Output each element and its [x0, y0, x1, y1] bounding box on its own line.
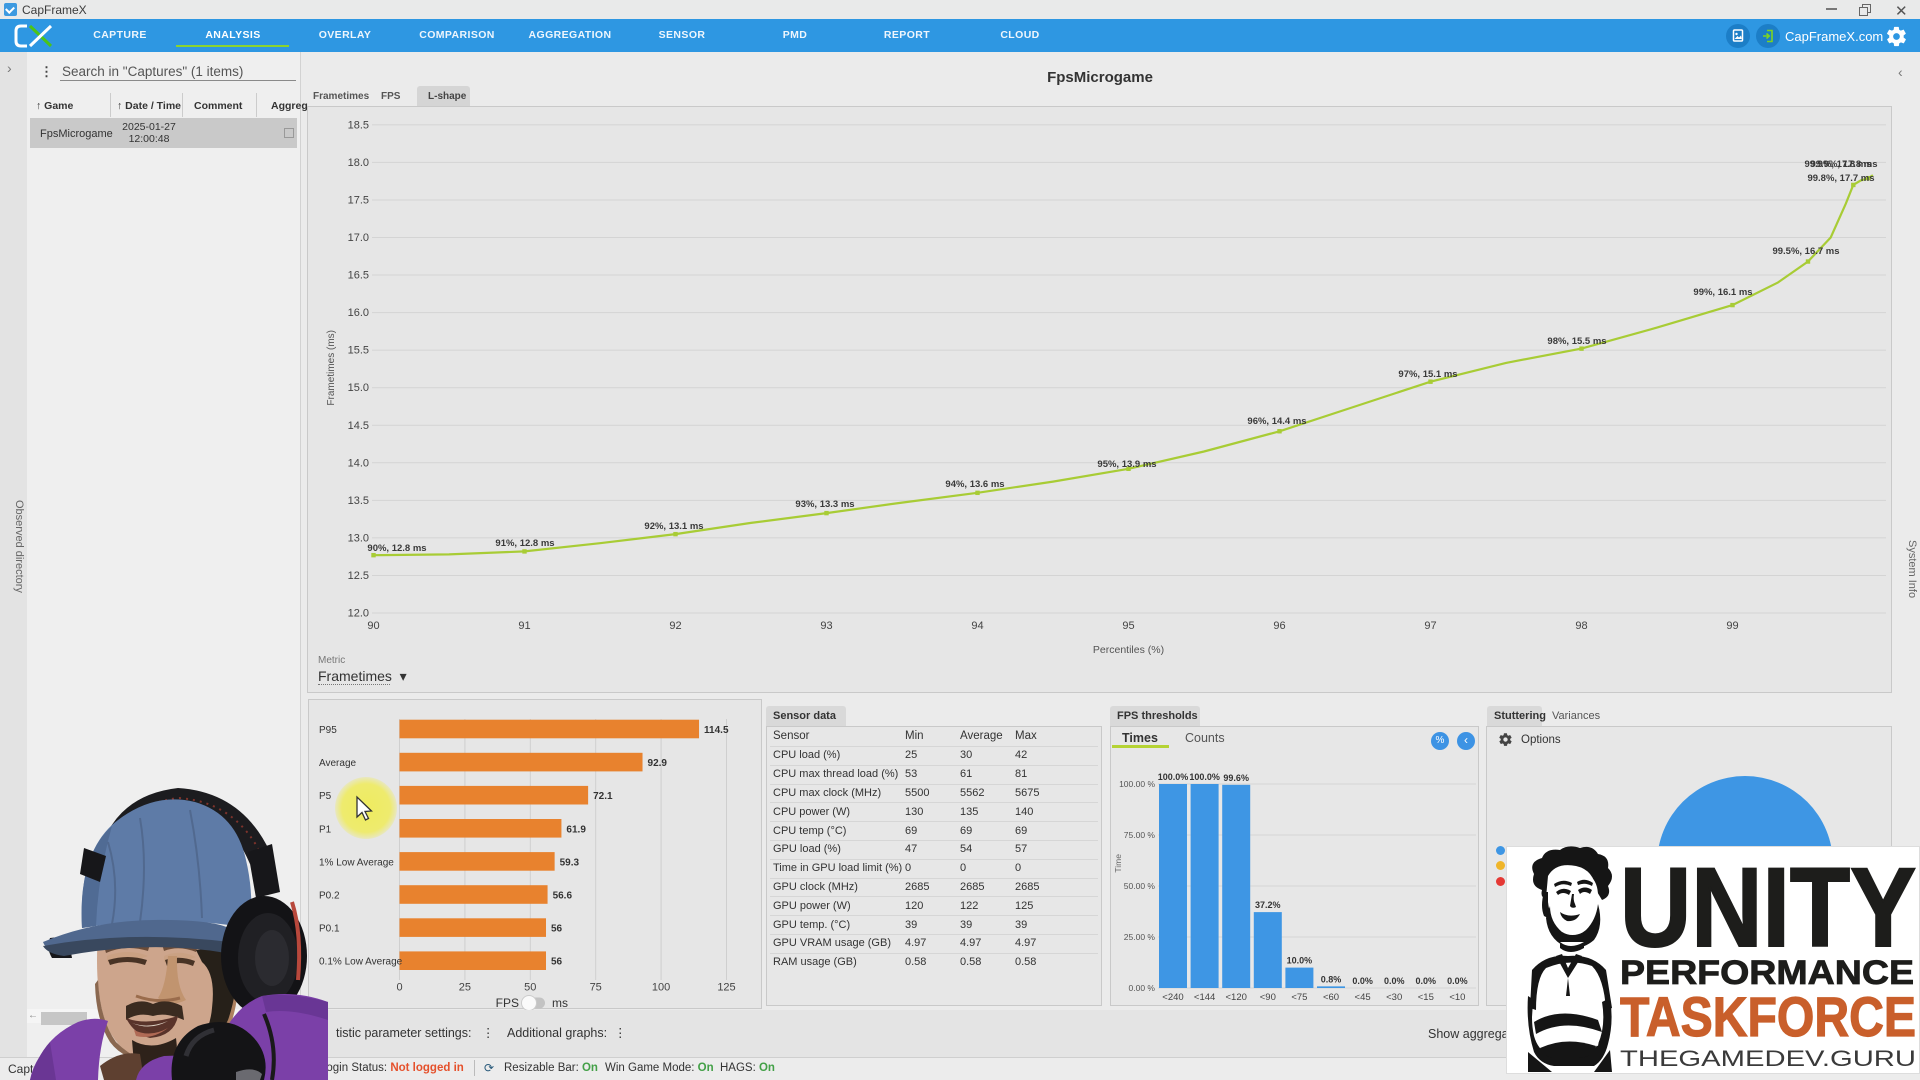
svg-text:98: 98 — [1575, 620, 1587, 632]
svg-text:14.5: 14.5 — [348, 420, 369, 432]
svg-text:99.9%, 17.8 ms: 99.9%, 17.8 ms — [1804, 159, 1871, 170]
svg-text:16.0: 16.0 — [348, 307, 369, 319]
svg-text:15.5: 15.5 — [348, 345, 369, 357]
svg-text:0.0%: 0.0% — [1416, 976, 1437, 986]
svg-text:99.8%, 17.7 ms: 99.8%, 17.7 ms — [1807, 173, 1874, 184]
svg-text:17.5: 17.5 — [348, 194, 369, 206]
svg-text:92.9: 92.9 — [648, 758, 668, 769]
svg-text:<120: <120 — [1225, 992, 1246, 1003]
svg-text:91: 91 — [518, 620, 530, 632]
svg-text:99: 99 — [1726, 620, 1738, 632]
svg-text:<10: <10 — [1449, 992, 1465, 1003]
svg-text:92: 92 — [669, 620, 681, 632]
svg-text:0.00 %: 0.00 % — [1129, 983, 1156, 993]
svg-text:56: 56 — [551, 924, 563, 935]
svg-text:13.0: 13.0 — [348, 532, 369, 544]
svg-text:100.0%: 100.0% — [1189, 772, 1220, 782]
svg-text:10.0%: 10.0% — [1287, 956, 1313, 966]
svg-text:114.5: 114.5 — [704, 725, 729, 736]
svg-text:125: 125 — [717, 982, 735, 994]
svg-text:P0.1: P0.1 — [319, 924, 340, 935]
svg-text:99.5%, 16.7 ms: 99.5%, 16.7 ms — [1772, 246, 1839, 257]
svg-text:37.2%: 37.2% — [1255, 900, 1281, 910]
svg-text:25.00 %: 25.00 % — [1124, 932, 1156, 942]
svg-text:0.8%: 0.8% — [1321, 974, 1342, 984]
svg-text:0.1% Low Average: 0.1% Low Average — [319, 957, 403, 968]
svg-text:59.3: 59.3 — [560, 857, 580, 868]
svg-text:99.6%: 99.6% — [1223, 773, 1249, 783]
svg-text:61.9: 61.9 — [566, 824, 586, 835]
svg-text:ms: ms — [552, 996, 568, 1010]
svg-text:TASKFORCE: TASKFORCE — [1620, 985, 1916, 1048]
svg-text:18.0: 18.0 — [348, 157, 369, 169]
svg-text:50.00 %: 50.00 % — [1124, 881, 1156, 891]
svg-text:12.0: 12.0 — [348, 608, 369, 620]
svg-text:0.0%: 0.0% — [1384, 976, 1405, 986]
svg-text:P95: P95 — [319, 725, 337, 736]
svg-text:99.9%, 17.8 ms: 99.9%, 17.8 ms — [1810, 159, 1877, 170]
svg-text:50: 50 — [524, 982, 536, 994]
svg-text:95%, 13.9 ms: 95%, 13.9 ms — [1097, 459, 1156, 470]
svg-text:72.1: 72.1 — [593, 791, 613, 802]
svg-text:95: 95 — [1122, 620, 1134, 632]
svg-text:96%, 14.4 ms: 96%, 14.4 ms — [1247, 416, 1306, 427]
svg-text:0.0%: 0.0% — [1447, 976, 1468, 986]
svg-text:Percentiles (%): Percentiles (%) — [1093, 644, 1164, 656]
svg-text:P5: P5 — [319, 791, 332, 802]
svg-text:<45: <45 — [1355, 992, 1371, 1003]
svg-text:<60: <60 — [1323, 992, 1339, 1003]
svg-text:92%, 13.1 ms: 92%, 13.1 ms — [644, 521, 703, 532]
svg-text:PERFORMANCE: PERFORMANCE — [1620, 954, 1914, 992]
svg-text:0.0%: 0.0% — [1352, 976, 1373, 986]
svg-text:14.0: 14.0 — [348, 457, 369, 469]
svg-text:13.5: 13.5 — [348, 495, 369, 507]
svg-text:15.0: 15.0 — [348, 382, 369, 394]
svg-text:P1: P1 — [319, 824, 332, 835]
svg-text:100.0%: 100.0% — [1158, 772, 1189, 782]
svg-text:100: 100 — [652, 982, 670, 994]
svg-text:<90: <90 — [1260, 992, 1276, 1003]
svg-text:90%, 12.8 ms: 90%, 12.8 ms — [367, 543, 426, 554]
svg-text:97: 97 — [1424, 620, 1436, 632]
svg-text:90: 90 — [367, 620, 379, 632]
svg-text:25: 25 — [459, 982, 471, 994]
svg-text:75.00 %: 75.00 % — [1124, 830, 1156, 840]
svg-text:<240: <240 — [1162, 992, 1183, 1003]
svg-text:1% Low Average: 1% Low Average — [319, 857, 394, 868]
svg-text:91%, 12.8 ms: 91%, 12.8 ms — [495, 538, 554, 549]
svg-text:<75: <75 — [1291, 992, 1307, 1003]
svg-text:<15: <15 — [1418, 992, 1434, 1003]
svg-text:0: 0 — [396, 982, 402, 994]
svg-text:FPS: FPS — [496, 996, 519, 1010]
svg-text:100.00 %: 100.00 % — [1119, 779, 1155, 789]
svg-text:56.6: 56.6 — [553, 891, 573, 902]
svg-text:THEGAMEDEV.GURU: THEGAMEDEV.GURU — [1620, 1046, 1916, 1071]
svg-text:93: 93 — [820, 620, 832, 632]
svg-text:94: 94 — [971, 620, 983, 632]
svg-text:16.5: 16.5 — [348, 270, 369, 282]
svg-text:56: 56 — [551, 957, 563, 968]
svg-text:96: 96 — [1273, 620, 1285, 632]
svg-text:93%, 13.3 ms: 93%, 13.3 ms — [795, 499, 854, 510]
svg-text:<30: <30 — [1386, 992, 1402, 1003]
svg-text:98%, 15.5 ms: 98%, 15.5 ms — [1547, 336, 1606, 347]
svg-text:18.5: 18.5 — [348, 119, 369, 131]
svg-text:94%, 13.6 ms: 94%, 13.6 ms — [945, 479, 1004, 490]
svg-text:97%, 15.1 ms: 97%, 15.1 ms — [1398, 369, 1457, 380]
svg-text:12.5: 12.5 — [348, 570, 369, 582]
svg-text:<144: <144 — [1194, 992, 1215, 1003]
svg-text:99%, 16.1 ms: 99%, 16.1 ms — [1693, 287, 1752, 298]
svg-text:P0.2: P0.2 — [319, 891, 340, 902]
svg-text:UNITY: UNITY — [1620, 846, 1916, 970]
svg-text:75: 75 — [590, 982, 602, 994]
svg-text:Average: Average — [319, 758, 357, 769]
svg-text:17.0: 17.0 — [348, 232, 369, 244]
